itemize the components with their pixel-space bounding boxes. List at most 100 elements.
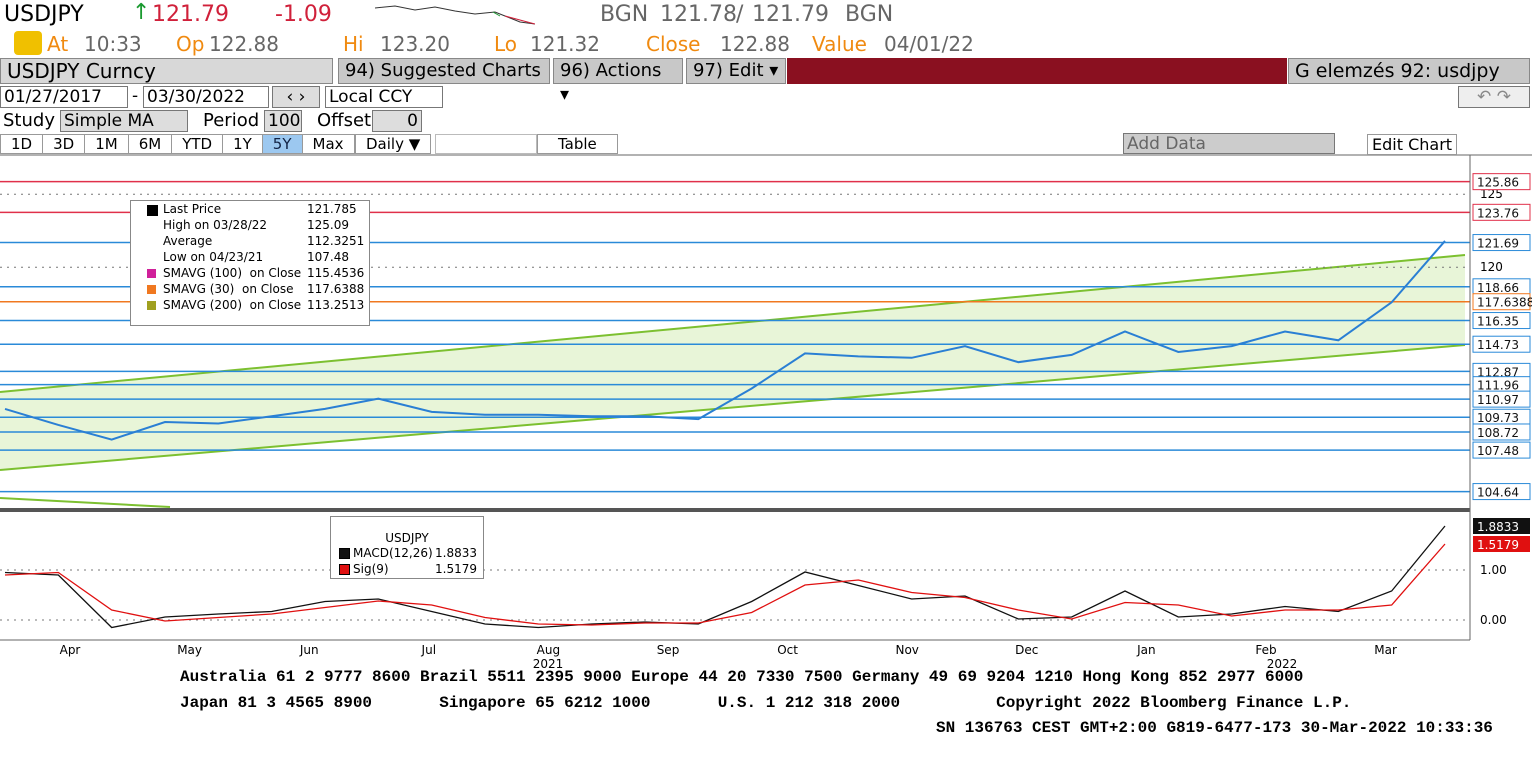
quote-label: Value — [812, 32, 867, 56]
month-label: May — [177, 643, 202, 657]
legend-value: 107.48 — [307, 250, 349, 264]
range-buttons: 1D 3D 1M 6M YTD 1Y 5Y Max — [0, 134, 355, 154]
toolbar-button[interactable]: 94) Suggested Charts — [338, 58, 550, 84]
panel-divider — [0, 508, 1470, 512]
level-label: 107.48 — [1477, 444, 1519, 458]
macd-value: 1.5179 — [435, 562, 477, 576]
study-type[interactable]: Simple MA — [60, 110, 188, 132]
legend-row: Average 112.3251 — [131, 233, 369, 249]
range-button[interactable]: 1D — [0, 134, 44, 154]
level-label: 108.72 — [1477, 426, 1519, 440]
macd-value: 1.8833 — [435, 546, 477, 560]
legend-row: SMAVG (30) on Close 117.6388 — [131, 281, 369, 297]
level-label: 110.97 — [1477, 393, 1519, 407]
level-label: 118.66 — [1477, 281, 1519, 295]
legend-swatch — [147, 301, 156, 310]
add-data[interactable]: Add Data — [1123, 133, 1335, 154]
quote-label: Hi — [343, 32, 364, 56]
range-button[interactable]: 6M — [127, 134, 173, 154]
dash: - — [132, 86, 139, 106]
level-label: 111.96 — [1477, 379, 1519, 393]
undo-redo[interactable]: ↶ ↷ — [1458, 86, 1530, 108]
legend-value: 117.6388 — [307, 282, 365, 296]
bid: 121.78 — [660, 2, 737, 27]
offset[interactable]: 0 — [372, 110, 422, 132]
macd-legend-row: MACD(12,26) 1.8833 — [331, 545, 483, 561]
legend-name: Low on 04/23/21 — [163, 250, 264, 264]
level-tag — [1472, 312, 1531, 330]
quote-value: 121.32 — [530, 32, 600, 56]
toolbar-button[interactable]: 96) Actions ▾ — [553, 58, 683, 105]
chart-type-buttons[interactable] — [435, 134, 537, 154]
last-price: 121.79 — [152, 2, 229, 27]
macd-title: USDJPY — [385, 531, 429, 545]
level-tag — [1472, 423, 1531, 441]
toolbar-bar — [787, 58, 1287, 84]
legend-value: 125.09 — [307, 218, 349, 232]
interval[interactable]: Daily ▼ — [355, 134, 432, 154]
range-button[interactable]: Max — [301, 134, 355, 154]
channel-line — [0, 344, 1466, 471]
legend-row: SMAVG (100) on Close 115.4536 — [131, 265, 369, 281]
y-tick-label: 0.00 — [1480, 613, 1507, 627]
month-label: Feb — [1255, 643, 1276, 657]
macd-legend-row: Sig(9) 1.5179 — [331, 561, 483, 577]
quote-label: Close — [646, 32, 701, 56]
legend-name: SMAVG (100) on Close — [163, 266, 302, 280]
source: BGN — [600, 2, 649, 27]
range-button[interactable]: 5Y — [261, 134, 303, 154]
month-label: Sep — [657, 643, 680, 657]
clock-icon[interactable] — [14, 31, 42, 55]
level-label: 112.87 — [1477, 365, 1519, 379]
source: BGN — [845, 2, 894, 27]
range-button[interactable]: 3D — [42, 134, 86, 154]
level-tag — [1472, 234, 1531, 252]
range-button[interactable]: 1Y — [222, 134, 263, 154]
start-date[interactable]: 01/27/2017 — [0, 86, 128, 108]
y-tick-label: 1.00 — [1480, 563, 1507, 577]
level-label: 125.86 — [1477, 176, 1519, 190]
macd-name: Sig(9) — [353, 562, 389, 576]
legend-row: Low on 04/23/21 107.48 — [131, 249, 369, 265]
macd-swatch — [339, 548, 350, 559]
range-button[interactable]: YTD — [171, 134, 224, 154]
legend-swatch — [147, 237, 156, 246]
separator: / — [736, 2, 744, 27]
month-label: Apr — [60, 643, 81, 657]
study-label: Study — [3, 110, 55, 131]
interval-group: Daily ▼ — [355, 134, 432, 154]
legend-swatch — [147, 221, 156, 230]
legend-name: High on 03/28/22 — [163, 218, 268, 232]
edit-chart[interactable]: Edit Chart — [1367, 134, 1458, 155]
y-tick-label: 125 — [1480, 187, 1503, 201]
level-label: 121.69 — [1477, 237, 1519, 251]
month-label: Jan — [1136, 643, 1156, 657]
table-button[interactable]: Table — [537, 134, 618, 154]
legend-name: Average — [163, 234, 213, 248]
range-button[interactable]: 1M — [84, 134, 129, 154]
level-tag — [1472, 203, 1531, 221]
legend-row: SMAVG (200) on Close 113.2513 — [131, 297, 369, 313]
month-label: Nov — [895, 643, 918, 657]
period-label: Period — [203, 110, 260, 131]
toolbar-button[interactable]: 97) Edit ▾ — [686, 58, 786, 84]
currency[interactable]: Local CCY — [325, 86, 443, 108]
month-label: Jun — [299, 643, 319, 657]
legend-value: 115.4536 — [307, 266, 365, 280]
up-arrow: ↑ — [132, 0, 151, 25]
legend-row: High on 03/28/22 125.09 — [131, 217, 369, 233]
nav-arrows[interactable]: ‹ › — [272, 86, 320, 108]
quote-label: Lo — [494, 32, 518, 56]
year-label: 2022 — [1267, 657, 1298, 671]
period[interactable]: 100 — [264, 110, 302, 132]
end-date[interactable]: 03/30/2022 — [143, 86, 269, 108]
legend-swatch — [147, 205, 158, 216]
level-tag — [1472, 173, 1531, 191]
level-label: 117.6388 — [1477, 296, 1532, 310]
level-tag — [1472, 483, 1531, 501]
price-line — [4, 240, 1446, 441]
security-field[interactable]: USDJPY Curncy — [0, 58, 333, 84]
macd-tag-label: 1.5179 — [1477, 538, 1519, 552]
